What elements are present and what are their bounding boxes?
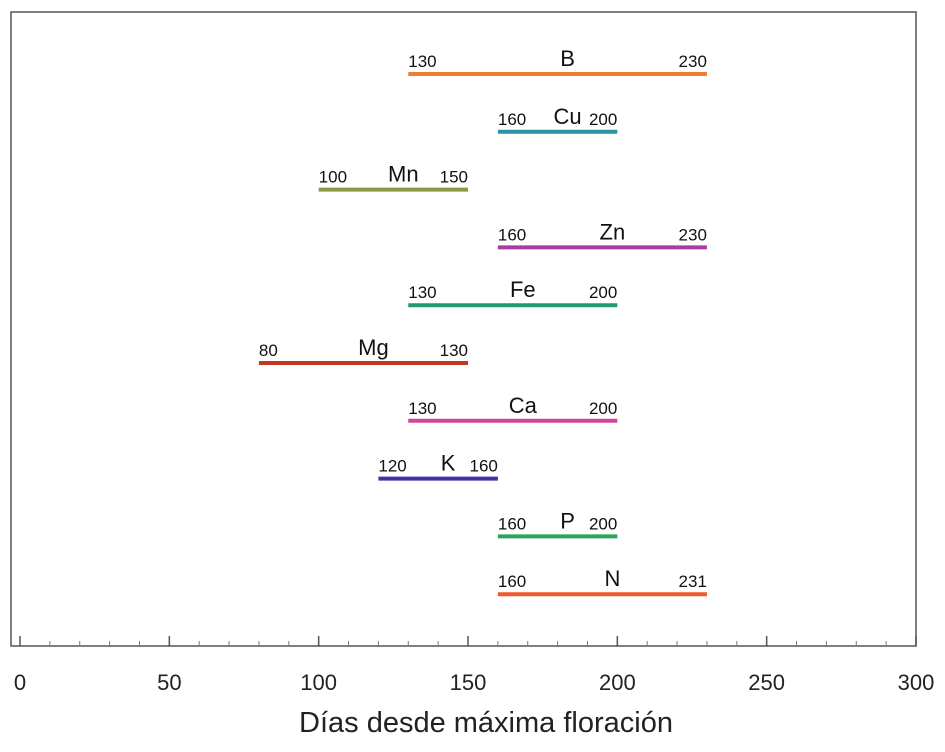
start-value-label: 160 — [498, 514, 526, 533]
start-value-label: 160 — [498, 110, 526, 129]
x-tick-label: 150 — [450, 670, 487, 695]
start-value-label: 160 — [498, 572, 526, 591]
range-bars: 130 230 B 160 200 Cu 100 150 Mn 160 230 Zn 130 200 Fe 8… — [258, 46, 707, 597]
bar-mg: 80 130 Mg — [258, 335, 468, 365]
x-axis-ticks: 0 50 100 150 200 250 300 — [14, 636, 934, 695]
end-value-label: 150 — [440, 168, 468, 187]
start-value-label: 130 — [408, 399, 436, 418]
end-value-label: 200 — [589, 283, 617, 302]
x-tick-label: 250 — [748, 670, 785, 695]
start-value-label: 160 — [498, 225, 526, 244]
end-value-label: 231 — [679, 572, 707, 591]
bar-mn: 100 150 Mn — [318, 162, 468, 192]
x-tick-label: 100 — [300, 670, 337, 695]
x-tick-label: 300 — [898, 670, 935, 695]
element-label: P — [560, 508, 575, 533]
x-axis-title: Días desde máxima floración — [299, 707, 673, 739]
end-value-label: 230 — [679, 52, 707, 71]
end-value-label: 130 — [440, 341, 468, 360]
element-label: N — [604, 566, 620, 591]
start-value-label: 120 — [378, 457, 406, 476]
start-value-label: 130 — [408, 283, 436, 302]
end-value-label: 200 — [589, 399, 617, 418]
start-value-label: 130 — [408, 52, 436, 71]
bar-cu: 160 200 Cu — [497, 104, 618, 134]
x-tick-label: 0 — [14, 670, 26, 695]
end-value-label: 160 — [469, 457, 497, 476]
end-value-label: 230 — [679, 225, 707, 244]
start-value-label: 100 — [319, 168, 347, 187]
bar-p: 160 200 P — [497, 508, 618, 539]
element-label: Ca — [509, 393, 538, 418]
bar-zn: 160 230 Zn — [497, 219, 707, 250]
bar-ca: 130 200 Ca — [408, 393, 618, 423]
element-label: K — [441, 451, 456, 476]
element-label: Zn — [600, 219, 626, 244]
element-label: Cu — [554, 104, 582, 129]
element-label: Mg — [358, 335, 389, 360]
bar-b: 130 230 B — [408, 46, 707, 76]
element-label: Mn — [388, 162, 419, 187]
plot-frame — [10, 11, 917, 647]
bar-n: 160 231 N — [497, 566, 707, 597]
bar-k: 120 160 K — [378, 451, 498, 481]
element-label: B — [560, 46, 575, 71]
x-tick-label: 50 — [157, 670, 181, 695]
end-value-label: 200 — [589, 514, 617, 533]
end-value-label: 200 — [589, 110, 617, 129]
element-label: Fe — [510, 277, 536, 302]
bar-fe: 130 200 Fe — [408, 277, 618, 308]
x-tick-label: 200 — [599, 670, 636, 695]
start-value-label: 80 — [259, 341, 278, 360]
